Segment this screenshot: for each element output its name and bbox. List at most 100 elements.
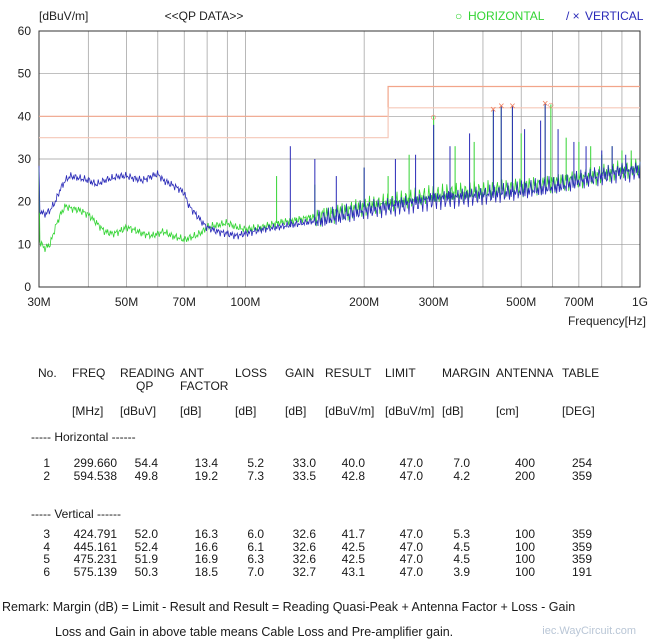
legend-vertical-marker: / × [566, 9, 580, 23]
table-cell: 19.2 [194, 468, 218, 483]
table-cell: 40.0 [341, 456, 365, 470]
table-cell: 475.231 [73, 552, 117, 566]
series-trace [38, 161, 641, 240]
peak-marker: × [490, 104, 496, 116]
y-tick-label: 20 [18, 195, 32, 209]
table-cell: 43.1 [341, 564, 365, 579]
legend-horizontal-marker: ○ [455, 9, 462, 23]
x-axis-label: Frequency[Hz] [568, 314, 646, 328]
legend-horizontal: HORIZONTAL [468, 9, 545, 23]
table-header-cell: ANTENNA [496, 366, 554, 380]
table-cell: 42.5 [341, 552, 365, 566]
table-header-cell-line2: QP [136, 379, 154, 393]
table-cell: 5.2 [247, 456, 264, 470]
table-cell: 359 [571, 468, 592, 483]
table-cell: 100 [514, 552, 535, 566]
table-cell: 16.3 [194, 527, 218, 541]
x-tick-label: 700M [564, 295, 594, 309]
table-group-label: ----- Horizontal ------ [31, 430, 136, 444]
x-tick-label: 70M [173, 295, 196, 309]
x-tick-label: 30M [27, 295, 50, 309]
table-cell: 32.6 [292, 539, 316, 554]
table-cell: 41.7 [341, 527, 365, 541]
table-header-cell: ANT [180, 366, 204, 380]
table-cell: 47.0 [399, 527, 423, 541]
table-header-cell: LIMIT [385, 366, 416, 380]
table-cell: 5 [43, 552, 50, 566]
table-header-cell: READING [120, 366, 175, 380]
table-cell: 1 [43, 456, 50, 470]
table-cell: 5.3 [453, 527, 470, 541]
table-unit-cell: [cm] [496, 404, 519, 418]
table-header-cell: RESULT [325, 366, 372, 380]
table-cell: 33.0 [292, 456, 316, 470]
table-cell: 18.5 [194, 564, 218, 579]
table-cell: 575.139 [73, 564, 117, 579]
x-tick-label: 300M [419, 295, 449, 309]
table-cell: 359 [571, 552, 592, 566]
table-cell: 33.5 [292, 468, 316, 483]
table-cell: 42.8 [341, 468, 365, 483]
y-unit-label: [dBuV/m] [39, 9, 88, 23]
plot-frame [38, 30, 641, 288]
table-cell: 200 [514, 468, 535, 483]
table-header-cell: GAIN [285, 366, 315, 380]
table-cell: 3 [43, 527, 50, 541]
table-header-cell: LOSS [235, 366, 268, 380]
emi-chart: 0 10 20 30 40 50 60 30M 50M 70M 100M 200M 300M 500M 70… [18, 9, 648, 328]
table-unit-cell: [dBuV/m] [325, 404, 375, 418]
table-header-cell: MARGIN [442, 366, 490, 380]
table-header-cell-line2: FACTOR [180, 379, 229, 393]
table-header-cell: FREQ [72, 366, 106, 380]
x-tick-label: 500M [506, 295, 536, 309]
table-cell: 7.0 [247, 564, 264, 579]
table-unit-cell: [dB] [442, 404, 464, 418]
table-cell: 54.4 [134, 456, 158, 470]
watermark: iec.WayCircuit.com [542, 625, 636, 637]
table-cell: 52.0 [134, 527, 158, 541]
x-tick-label: 100M [230, 295, 260, 309]
table-unit-cell: [DEG] [562, 404, 595, 418]
table-cell: 13.4 [194, 456, 218, 470]
table-cell: 3.9 [453, 564, 470, 579]
table-cell: 445.161 [73, 539, 117, 554]
series-trace [38, 158, 641, 252]
table-cell: 6 [43, 564, 50, 579]
x-tick-label: 200M [349, 295, 379, 309]
table-header-cell: TABLE [562, 366, 600, 380]
table-cell: 7.0 [453, 456, 470, 470]
table-cell: 254 [571, 456, 592, 470]
y-tick-label: 10 [18, 237, 32, 251]
x-tick-label: 50M [115, 295, 138, 309]
table-cell: 191 [571, 564, 592, 579]
table-cell: 16.6 [194, 539, 218, 554]
table-cell: 6.1 [247, 539, 264, 554]
y-tick-label: 0 [24, 280, 31, 294]
peak-marker: × [542, 98, 548, 110]
table-cell: 6.0 [247, 527, 264, 541]
table-cell: 52.4 [134, 539, 158, 554]
table-cell: 16.9 [194, 552, 218, 566]
table-unit-cell: [dBuV/m] [385, 404, 435, 418]
y-tick-label: 30 [18, 152, 32, 166]
peak-marker: × [498, 101, 504, 113]
table-cell: 47.0 [399, 468, 423, 483]
table-cell: 49.8 [134, 468, 158, 483]
y-tick-label: 40 [18, 109, 32, 123]
table-header-cell: No. [38, 366, 57, 380]
table-cell: 42.5 [341, 539, 365, 554]
table-cell: 100 [514, 539, 535, 554]
table-cell: 47.0 [399, 456, 423, 470]
table-group-label: ----- Vertical ------ [31, 507, 121, 521]
table-cell: 6.3 [247, 552, 264, 566]
y-tick-label: 50 [18, 67, 32, 81]
chart-title: <<QP DATA>> [165, 9, 244, 23]
table-cell: 32.6 [292, 552, 316, 566]
peak-marker: ○ [430, 111, 437, 123]
table-cell: 47.0 [399, 552, 423, 566]
table-unit-cell: [dBuV] [120, 404, 157, 418]
legend-vertical: VERTICAL [585, 9, 644, 23]
table-cell: 7.3 [247, 468, 264, 483]
table-cell: 100 [514, 564, 535, 579]
remark-line-1: Remark: Margin (dB) = Limit - Result and… [2, 600, 576, 614]
